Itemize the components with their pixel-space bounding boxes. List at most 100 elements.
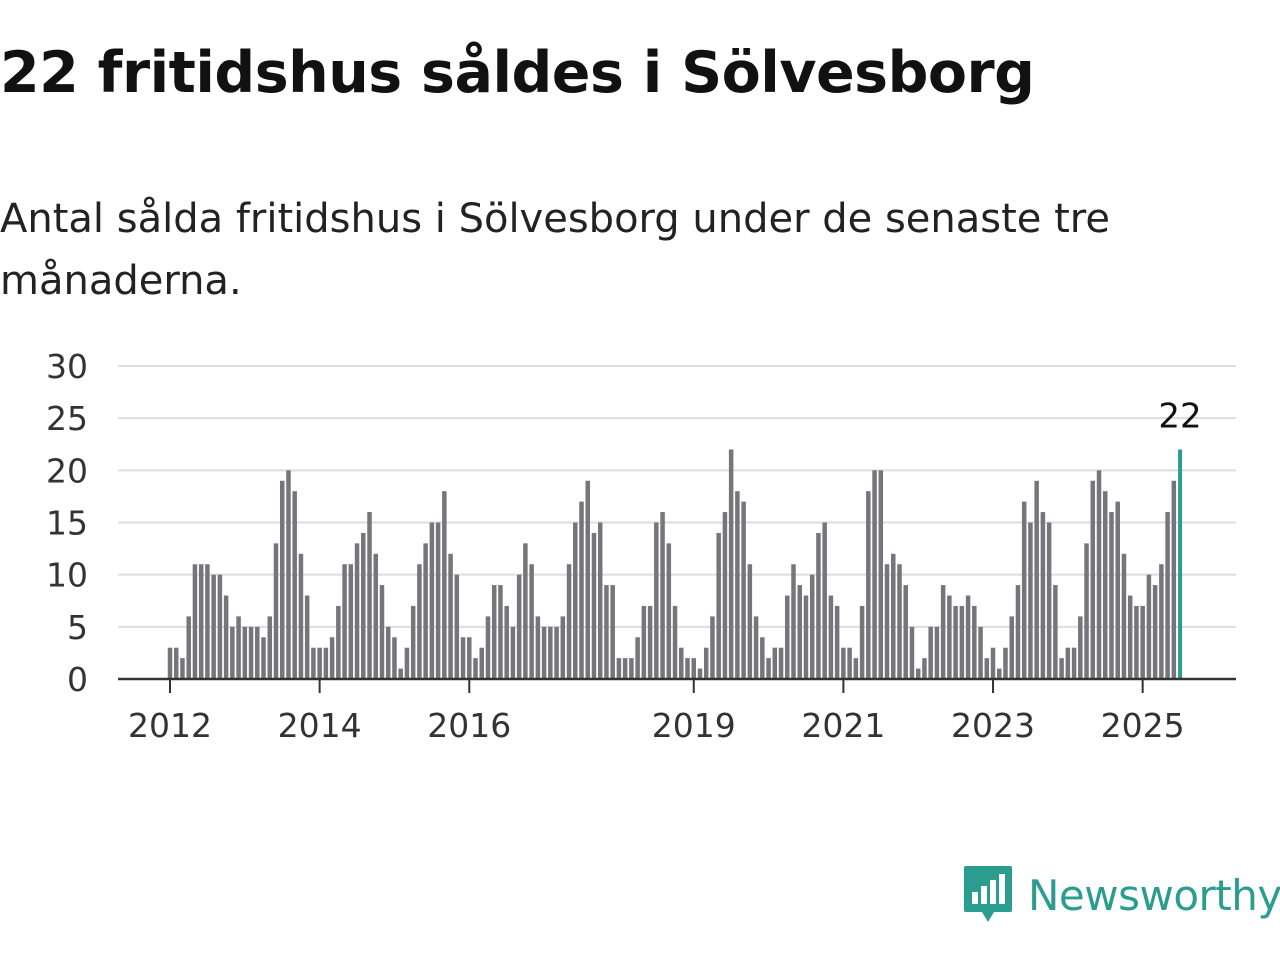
- bar: [1078, 616, 1083, 679]
- bar: [248, 626, 254, 679]
- bar: [816, 532, 821, 679]
- bar: [672, 605, 678, 679]
- bar: [198, 564, 204, 679]
- bar: [385, 626, 391, 679]
- bar: [304, 595, 310, 679]
- bar: [454, 574, 460, 679]
- bar: [566, 564, 572, 679]
- bar: [928, 626, 933, 679]
- bar: [778, 647, 784, 679]
- bar: [597, 522, 603, 679]
- bar: [760, 637, 765, 679]
- bar: [785, 595, 790, 679]
- bar: [953, 605, 958, 679]
- bar: [622, 658, 628, 679]
- bar: [1096, 470, 1102, 679]
- y-tick-label: 15: [46, 504, 88, 543]
- bar: [591, 532, 597, 679]
- bar: [573, 522, 578, 679]
- bar: [828, 595, 834, 679]
- bar: [267, 616, 273, 679]
- bars: [167, 449, 1183, 679]
- bar: [1159, 564, 1164, 679]
- brand-logo: Newsworthy: [962, 862, 1280, 928]
- bar: [959, 605, 965, 679]
- y-tick-label: 30: [46, 347, 88, 386]
- bar: [1015, 585, 1021, 679]
- chart-subtitle: Antal sålda fritidshus i Sölvesborg unde…: [0, 196, 1110, 304]
- bar: [1009, 616, 1014, 679]
- bar: [398, 668, 403, 679]
- bar: [822, 522, 827, 679]
- bar: [1059, 658, 1064, 679]
- bar: [691, 658, 696, 679]
- bar: [872, 470, 877, 679]
- bar-latest: [1178, 449, 1183, 679]
- bar: [460, 637, 466, 679]
- bar: [167, 647, 173, 679]
- bar: [180, 658, 185, 679]
- x-tick-label: 2016: [427, 706, 511, 745]
- bar: [192, 564, 198, 679]
- bar: [173, 647, 179, 679]
- x-tick-label: 2014: [278, 706, 362, 745]
- bar: [1021, 501, 1027, 679]
- bar: [292, 491, 297, 679]
- bar: [217, 574, 223, 679]
- bar: [354, 543, 360, 679]
- bar: [897, 564, 902, 679]
- bar: [984, 658, 990, 679]
- bar: [1152, 585, 1158, 679]
- bar: [1134, 605, 1139, 679]
- x-tick-label: 2019: [652, 706, 736, 745]
- y-tick-label: 10: [46, 556, 88, 595]
- y-axis-ticks: 0 5 10 15 20 25 30: [46, 347, 88, 699]
- bar: [298, 553, 304, 679]
- bar: [404, 647, 410, 679]
- bar: [766, 658, 771, 679]
- bar: [647, 605, 653, 679]
- bar: [1140, 605, 1145, 679]
- bar: [510, 626, 516, 679]
- bar: [579, 501, 584, 679]
- bar: [1090, 480, 1096, 679]
- bar: [541, 626, 547, 679]
- bar: [361, 532, 366, 679]
- bar: [367, 512, 372, 679]
- bar: [866, 491, 871, 679]
- bar: [685, 658, 690, 679]
- bar: [317, 647, 322, 679]
- bar: [467, 637, 472, 679]
- bar: [548, 626, 553, 679]
- bar: [803, 595, 809, 679]
- bar: [348, 564, 354, 679]
- bar: [498, 585, 503, 679]
- bar: [1084, 543, 1089, 679]
- bar: [223, 595, 229, 679]
- x-tick-label: 2023: [951, 706, 1035, 745]
- bar: [641, 605, 647, 679]
- bar: [1046, 522, 1052, 679]
- bar: [429, 522, 435, 679]
- bar: [255, 626, 260, 679]
- bar: [554, 626, 559, 679]
- bar: [442, 491, 447, 679]
- bar: [1003, 647, 1008, 679]
- bar: [523, 543, 528, 679]
- bar: [934, 626, 940, 679]
- bar: [990, 647, 996, 679]
- bar: [286, 470, 291, 679]
- x-axis: 2012 2014 2016 2019 2021 2023 2025: [118, 677, 1236, 745]
- bar: [448, 553, 453, 679]
- bar: [336, 605, 341, 679]
- bar: [392, 637, 397, 679]
- bar: [903, 585, 908, 679]
- y-tick-label: 20: [46, 451, 88, 490]
- bar: [529, 564, 534, 679]
- bar: [1065, 647, 1071, 679]
- chart-title: 22 fritidshus såldes i Sölvesborg: [0, 40, 1035, 106]
- bar: [666, 543, 672, 679]
- bar: [410, 605, 416, 679]
- bar: [560, 616, 566, 679]
- x-tick-label: 2012: [128, 706, 212, 745]
